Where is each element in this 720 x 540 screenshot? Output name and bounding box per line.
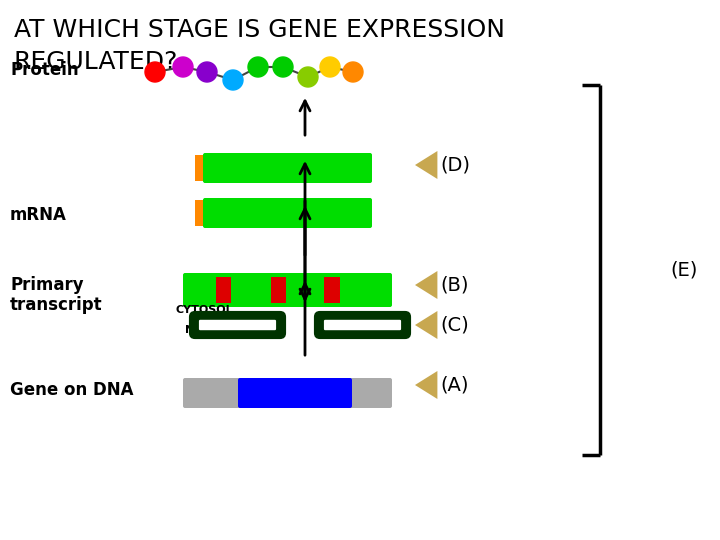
- Text: (D): (D): [440, 156, 470, 174]
- Polygon shape: [415, 371, 438, 399]
- FancyBboxPatch shape: [183, 273, 392, 307]
- Bar: [271, 277, 287, 303]
- Text: Primary
transcript: Primary transcript: [10, 275, 103, 314]
- Text: (A): (A): [440, 375, 469, 395]
- Circle shape: [145, 62, 165, 82]
- FancyBboxPatch shape: [238, 378, 352, 408]
- Text: NUCLEUS: NUCLEUS: [185, 325, 243, 335]
- Text: mRNA: mRNA: [10, 206, 67, 224]
- Circle shape: [320, 57, 340, 77]
- Circle shape: [223, 70, 243, 90]
- FancyBboxPatch shape: [314, 311, 411, 339]
- Polygon shape: [415, 311, 438, 339]
- Circle shape: [248, 57, 268, 77]
- FancyBboxPatch shape: [189, 311, 286, 339]
- Bar: [325, 277, 340, 303]
- Circle shape: [298, 67, 318, 87]
- Polygon shape: [415, 151, 438, 179]
- FancyBboxPatch shape: [203, 198, 372, 228]
- Text: AT WHICH STAGE IS GENE EXPRESSION: AT WHICH STAGE IS GENE EXPRESSION: [14, 18, 505, 42]
- Text: CYTOSOL: CYTOSOL: [175, 305, 233, 315]
- Circle shape: [197, 62, 217, 82]
- FancyBboxPatch shape: [198, 319, 276, 331]
- Circle shape: [273, 57, 293, 77]
- Text: Gene on DNA: Gene on DNA: [10, 381, 133, 399]
- Bar: [195, 200, 207, 226]
- FancyBboxPatch shape: [203, 153, 372, 183]
- Circle shape: [343, 62, 363, 82]
- FancyBboxPatch shape: [183, 378, 392, 408]
- Text: (B): (B): [440, 275, 469, 294]
- Bar: [195, 155, 207, 181]
- Text: (C): (C): [440, 315, 469, 334]
- Text: (E): (E): [670, 260, 698, 280]
- Bar: [216, 277, 231, 303]
- Text: Protein: Protein: [10, 61, 78, 79]
- Circle shape: [173, 57, 193, 77]
- Text: REGULATED?: REGULATED?: [14, 50, 179, 74]
- Polygon shape: [415, 271, 438, 299]
- FancyBboxPatch shape: [323, 319, 402, 331]
